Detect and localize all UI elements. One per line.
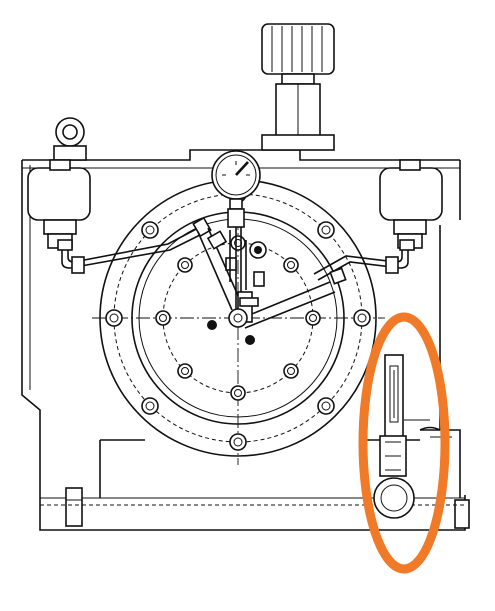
hydraulic-piping bbox=[57, 216, 415, 329]
lifting-eye-icon bbox=[53, 117, 87, 161]
adjustment-knob-icon bbox=[261, 23, 335, 151]
pressure-gauge-icon bbox=[211, 150, 261, 318]
flange-bolt-circle-icon bbox=[92, 172, 385, 465]
accumulator-left-icon bbox=[27, 159, 91, 249]
sight-glass-level-gauge-icon bbox=[373, 354, 441, 519]
highlight-ellipse bbox=[358, 312, 450, 574]
accumulator-right-icon bbox=[379, 159, 443, 249]
